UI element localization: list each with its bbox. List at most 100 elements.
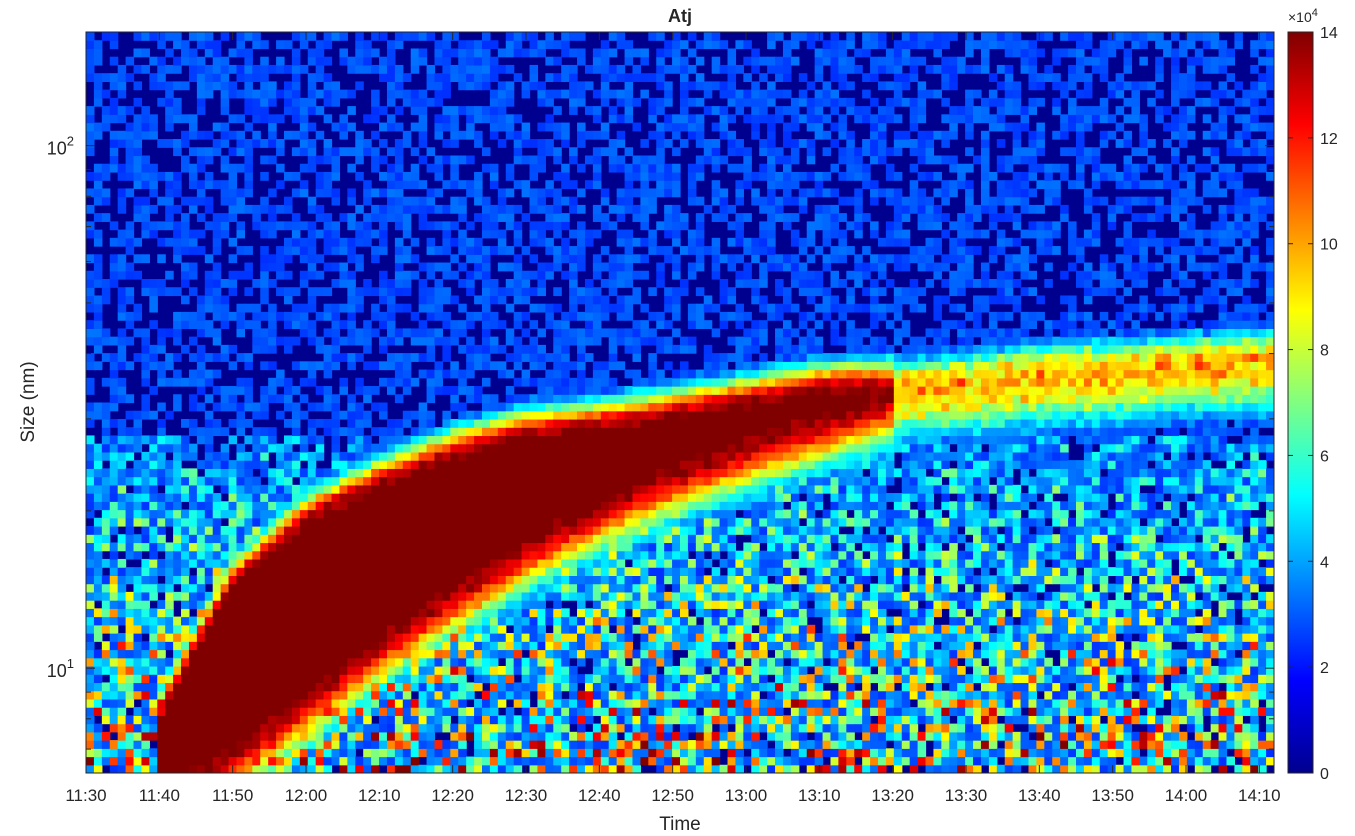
heatmap-cell [442, 221, 451, 231]
heatmap-cell [434, 575, 443, 585]
heatmap-cell [212, 591, 222, 601]
heatmap-cell [188, 163, 198, 173]
heatmap-cell [616, 616, 626, 626]
heatmap-cell [331, 237, 341, 247]
heatmap-cell [363, 756, 372, 766]
heatmap-cell [252, 707, 261, 716]
heatmap-cell [458, 517, 467, 527]
heatmap-cell [513, 723, 523, 733]
heatmap-cell [299, 130, 309, 140]
heatmap-cell [244, 723, 253, 733]
heatmap-cell [466, 509, 475, 519]
heatmap-cell [513, 262, 523, 272]
heatmap-cell [252, 715, 261, 725]
heatmap-cell [569, 674, 578, 684]
heatmap-cell [545, 451, 554, 461]
heatmap-cell [339, 89, 348, 99]
heatmap-cell [529, 731, 539, 741]
heatmap-cell [402, 130, 412, 140]
heatmap-cell [616, 468, 626, 478]
heatmap-cell [458, 707, 467, 716]
heatmap-cell [489, 106, 499, 115]
heatmap-cell [355, 386, 364, 395]
heatmap-cell [220, 106, 230, 115]
heatmap-cell [157, 600, 166, 609]
heatmap-cell [86, 550, 95, 560]
heatmap-cell [418, 418, 428, 428]
heatmap-cell [505, 517, 515, 527]
heatmap-cell [640, 460, 649, 469]
heatmap-cell [133, 715, 143, 725]
heatmap-cell [648, 484, 657, 494]
heatmap-cell [379, 32, 388, 41]
heatmap-cell [450, 550, 459, 560]
heatmap-cell [117, 394, 127, 404]
heatmap-cell [181, 526, 190, 535]
heatmap-cell [331, 361, 341, 371]
heatmap-cell [442, 616, 451, 626]
heatmap-cell [228, 48, 238, 58]
heatmap-cell [173, 64, 182, 74]
heatmap-cell [165, 608, 174, 618]
heatmap-cell [561, 591, 570, 601]
heatmap-cell [149, 633, 158, 642]
heatmap-cell [616, 690, 626, 700]
heatmap-cell [553, 526, 562, 535]
heatmap-cell [450, 122, 459, 132]
heatmap-cell [584, 394, 594, 404]
heatmap-cell [331, 674, 341, 684]
heatmap-cell [434, 764, 443, 773]
heatmap-cell [379, 534, 388, 544]
heatmap-cell [244, 64, 253, 74]
heatmap-cell [212, 493, 222, 502]
heatmap-cell [284, 40, 293, 50]
heatmap-cell [640, 410, 649, 420]
heatmap-cell [363, 40, 372, 50]
heatmap-cell [648, 97, 657, 107]
heatmap-cell [426, 526, 436, 535]
heatmap-cell [331, 89, 341, 99]
heatmap-cell [252, 476, 261, 486]
heatmap-cell [418, 295, 428, 305]
heatmap-cell [584, 484, 594, 494]
heatmap-cell [474, 665, 483, 675]
heatmap-cell [291, 682, 301, 692]
heatmap-cell [450, 633, 459, 642]
heatmap-cell [545, 394, 554, 404]
heatmap-cell [402, 476, 412, 486]
heatmap-cell [252, 526, 261, 535]
heatmap-cell [268, 550, 277, 560]
heatmap-cell [299, 526, 309, 535]
heatmap-cell [212, 616, 222, 626]
heatmap-cell [553, 221, 562, 231]
heatmap-cell [109, 558, 119, 568]
heatmap-cell [109, 616, 119, 626]
heatmap-cell [656, 715, 665, 725]
heatmap-cell [181, 443, 190, 453]
heatmap-cell [323, 418, 333, 428]
heatmap-cell [371, 451, 380, 461]
heatmap-cell [363, 748, 372, 758]
heatmap-cell [513, 493, 523, 502]
heatmap-cell [466, 344, 475, 354]
heatmap-cell [331, 476, 341, 486]
heatmap-cell [379, 501, 388, 511]
heatmap-cell [117, 328, 127, 338]
heatmap-cell [299, 361, 309, 371]
heatmap-cell [133, 139, 143, 148]
heatmap-cell [584, 320, 594, 329]
heatmap-cell [497, 575, 507, 585]
heatmap-cell [450, 171, 459, 181]
heatmap-cell [386, 567, 396, 576]
heatmap-cell [584, 501, 594, 511]
heatmap-cell [489, 493, 499, 502]
heatmap-cell [307, 567, 317, 576]
heatmap-cell [466, 707, 475, 716]
heatmap-cell [608, 361, 618, 371]
heatmap-cell [648, 361, 657, 371]
heatmap-cell [157, 690, 166, 700]
heatmap-cell [291, 526, 301, 535]
heatmap-cell [624, 756, 634, 766]
heatmap-cell [181, 295, 190, 305]
heatmap-cell [355, 534, 364, 544]
